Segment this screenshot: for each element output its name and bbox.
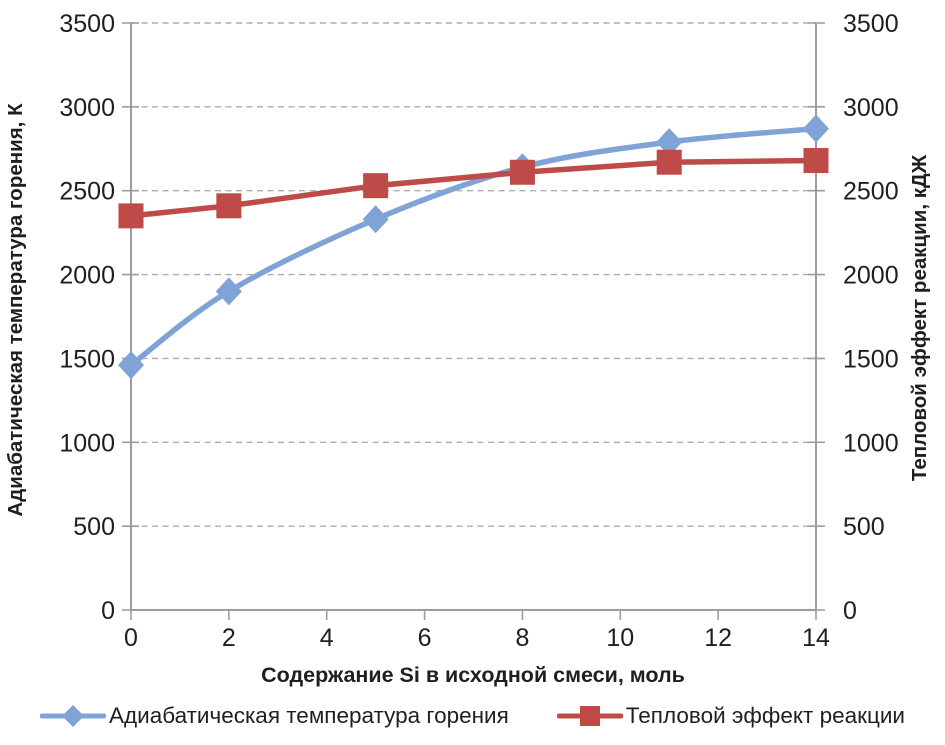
legend: Адиабатическая температура горения Тепло… xyxy=(0,702,945,730)
series-marker-1 xyxy=(656,149,682,175)
series-group xyxy=(118,114,829,380)
y-tick-label-right: 1000 xyxy=(843,429,899,457)
y-tick-label-right: 500 xyxy=(843,513,885,541)
x-tick-label: 14 xyxy=(802,624,830,652)
legend-marker-heat-icon xyxy=(556,706,623,726)
y-tick-label-left: 1000 xyxy=(59,429,115,457)
series-marker-1 xyxy=(509,159,535,185)
y-tick-label-right: 3500 xyxy=(843,10,899,38)
series-marker-1 xyxy=(118,203,144,229)
legend-diamond-icon xyxy=(62,705,84,727)
y-tick-label-left: 0 xyxy=(101,597,115,625)
legend-square-icon xyxy=(579,706,600,726)
y-tick-label-left: 3000 xyxy=(59,94,115,122)
gridlines-group xyxy=(131,22,816,527)
series-marker-0 xyxy=(803,114,829,143)
x-tick-label: 4 xyxy=(320,624,334,652)
y-tick-label-right: 0 xyxy=(843,597,857,625)
y-tick-label-left: 500 xyxy=(73,513,115,541)
y-tick-label-left: 1500 xyxy=(59,345,115,373)
y-tick-label-left: 2000 xyxy=(59,262,115,290)
legend-item-heat: Тепловой эффект реакции xyxy=(556,702,905,730)
y-tick-label-right: 2000 xyxy=(843,262,899,290)
x-tick-label: 8 xyxy=(515,624,529,652)
y-tick-label-left: 2500 xyxy=(59,178,115,206)
y-tick-label-right: 1500 xyxy=(843,345,899,373)
x-tick-label: 2 xyxy=(222,624,236,652)
y-tick-label-right: 3000 xyxy=(843,94,899,122)
y-tick-label-left: 3500 xyxy=(59,10,115,38)
x-tick-label: 6 xyxy=(418,624,432,652)
series-line-1 xyxy=(128,157,819,219)
series-marker-0 xyxy=(362,205,389,234)
y-axis-title-left: Адиабатическая температура горения, К xyxy=(4,103,27,517)
legend-label-heat: Тепловой эффект реакции xyxy=(625,703,905,728)
series-marker-1 xyxy=(216,193,242,219)
legend-marker-temperature-icon xyxy=(40,705,106,727)
x-axis-title: Содержание Si в исходной смеси, моль xyxy=(261,663,685,687)
x-tick-label: 0 xyxy=(124,624,138,652)
series-marker-1 xyxy=(363,173,389,199)
x-tick-label: 12 xyxy=(704,624,732,652)
y-axis-title-right: Тепловой эффект реакции, кДЖ xyxy=(908,154,931,481)
series-marker-0 xyxy=(118,351,144,380)
series-marker-0 xyxy=(215,277,242,306)
legend-item-temperature: Адиабатическая температура горения xyxy=(40,702,509,730)
legend-label-temperature: Адиабатическая температура горения xyxy=(109,703,509,728)
series-marker-0 xyxy=(656,128,683,157)
series-marker-1 xyxy=(803,148,829,174)
x-tick-label: 10 xyxy=(606,624,634,652)
y-tick-label-right: 2500 xyxy=(843,178,899,206)
